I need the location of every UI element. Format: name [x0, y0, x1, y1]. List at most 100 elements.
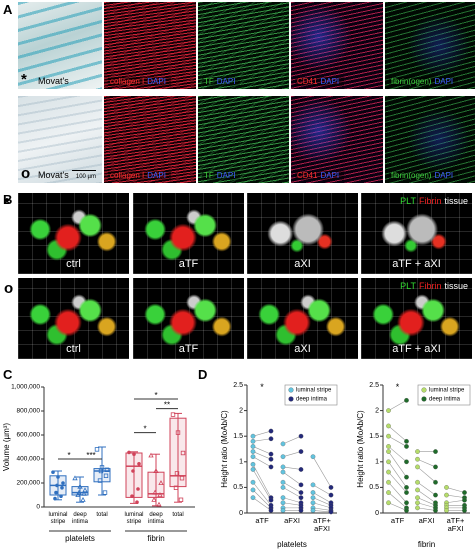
render-3d: aTF: [133, 278, 244, 359]
point: [174, 471, 180, 476]
pair-line: [252, 438, 272, 442]
pair-line: [252, 469, 272, 501]
point: [280, 441, 286, 447]
stain-name: CD41: [297, 77, 318, 86]
pair-line: [252, 497, 272, 511]
point: [158, 480, 164, 485]
micrograph: TF DAPI: [198, 96, 289, 183]
render-3d: aTF + aXI PLT Fibrin tissue: [361, 278, 472, 359]
point: [462, 497, 467, 503]
pair-line: [282, 482, 302, 493]
point: [250, 495, 256, 500]
legend: PLT Fibrin tissue: [397, 196, 468, 206]
point: [328, 509, 334, 515]
pair-line: [282, 451, 302, 457]
condition-label: aTF: [178, 258, 199, 270]
legend-entry: Fibrin: [418, 281, 442, 291]
stain-label: TF DAPI: [202, 171, 241, 180]
pair-line: [417, 458, 436, 468]
point: [54, 490, 58, 495]
pair-line: [312, 492, 332, 504]
point: [136, 487, 140, 491]
pair-line: [388, 400, 407, 411]
condition-label: ctrl: [66, 258, 81, 270]
point: [444, 508, 449, 513]
stain-name: collagen I: [110, 77, 145, 86]
pair-line: [446, 487, 465, 493]
point: [328, 485, 334, 490]
legend-entry: PLT: [400, 281, 416, 291]
point: [55, 483, 59, 488]
pair-line: [417, 497, 436, 506]
point: [250, 479, 256, 485]
point: [444, 492, 449, 498]
point: [280, 464, 286, 470]
point: [77, 483, 83, 489]
legend-label: deep intima: [296, 397, 328, 403]
panel-label: C: [3, 367, 13, 382]
point: [280, 500, 286, 506]
stain-name: TF: [204, 77, 214, 86]
stain-label: fibrin(ogen) DAPI: [389, 77, 459, 86]
condition-label: aTF + aXI: [392, 343, 441, 355]
stain-name: TF: [204, 171, 214, 180]
point: [81, 490, 87, 496]
micrograph: fibrin(ogen) DAPI: [385, 2, 475, 89]
stain-label: Movat's: [36, 170, 74, 180]
y-tick-label: 200,000: [17, 480, 41, 487]
panel-label: B: [3, 192, 13, 207]
point: [130, 494, 134, 498]
stain-name: collagen I: [110, 171, 145, 180]
point: [310, 500, 316, 506]
point: [415, 449, 420, 454]
point: [415, 464, 420, 470]
point: [404, 398, 409, 403]
micrograph: TF DAPI: [198, 2, 289, 89]
point: [173, 485, 179, 490]
y-tick-label: 0.5: [233, 484, 243, 491]
stain-label: fibrin(ogen) DAPI: [389, 171, 459, 180]
stain-name: Movat's: [38, 170, 69, 180]
legend-entry: tissue: [444, 196, 468, 206]
pair-line: [252, 489, 272, 509]
stain-name: fibrin(ogen): [391, 171, 432, 180]
panel-label: A: [3, 2, 13, 17]
significance: *: [143, 425, 146, 434]
condition-label: aXI: [294, 258, 311, 270]
point: [268, 451, 274, 457]
point: [280, 454, 286, 460]
x-tick-label: aTF: [391, 516, 405, 525]
annotation: *: [260, 382, 264, 392]
point: [310, 454, 316, 460]
point: [280, 469, 286, 475]
pair-line: [388, 502, 407, 511]
point: [103, 473, 109, 478]
point: [250, 444, 256, 449]
annotation: *: [396, 382, 400, 392]
pair-line: [312, 484, 332, 496]
point: [298, 482, 304, 488]
point: [131, 469, 135, 473]
stain-name: fibrin(ogen): [391, 77, 432, 86]
point: [386, 433, 391, 439]
render-3d: aXI: [247, 278, 358, 359]
point: [268, 497, 274, 503]
pair-line: [417, 482, 436, 496]
pair-line: [282, 502, 302, 506]
point: [53, 496, 57, 501]
x-tick-label: luminal stripe: [48, 512, 67, 525]
micrograph: collagen I DAPI: [104, 96, 196, 183]
x-tick-label: deep intima: [72, 512, 89, 525]
scale-bar: [72, 170, 96, 171]
y-tick-label: 0: [239, 510, 243, 517]
point: [268, 464, 274, 470]
legend-label: deep intima: [429, 397, 461, 403]
panel-label: D: [198, 367, 208, 382]
point: [433, 449, 438, 454]
point: [386, 459, 391, 465]
pair-line: [417, 489, 436, 504]
y-axis-label: Height ratio (MoAb/C): [220, 410, 229, 488]
point: [404, 438, 409, 444]
point: [386, 444, 391, 449]
